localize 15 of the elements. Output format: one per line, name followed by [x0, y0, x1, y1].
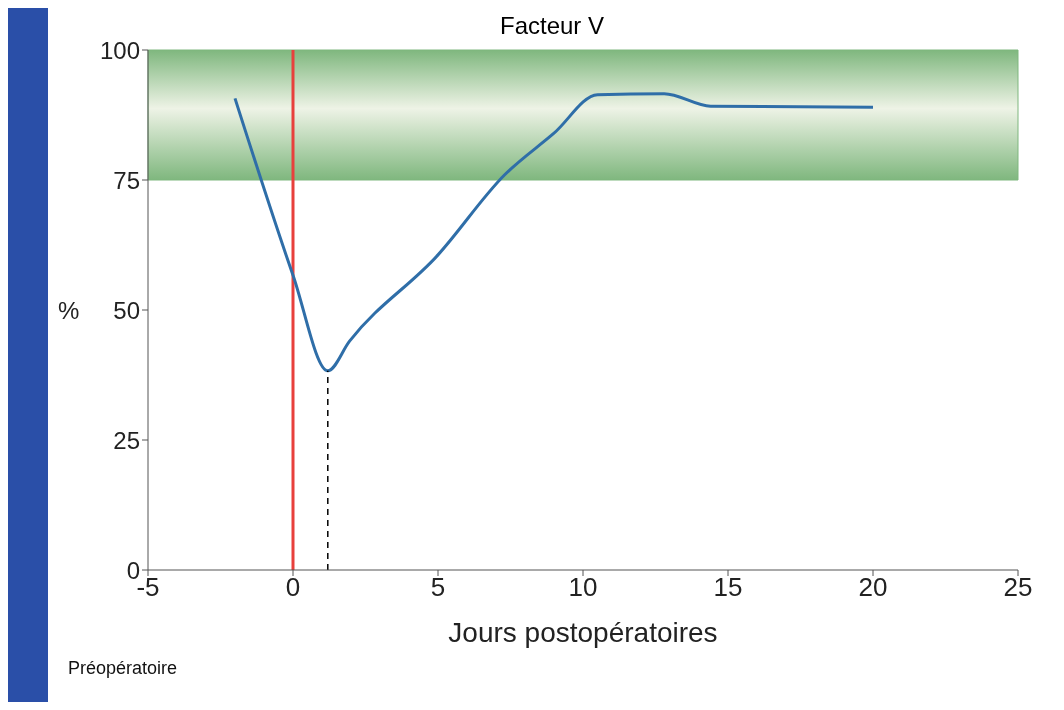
line-series — [233, 92, 875, 373]
y-axis-title: % — [58, 296, 80, 324]
x-tick-label: 25 — [1003, 572, 1033, 603]
y-tick-label: 25 — [113, 426, 140, 454]
x-tick-label: 5 — [430, 572, 446, 603]
x-tick-label: 20 — [858, 572, 888, 603]
y-tick-label: 100 — [99, 36, 140, 64]
y-tick-label: 75 — [113, 166, 140, 194]
x-tick-label: 10 — [568, 572, 598, 603]
y-tick-label: 50 — [113, 296, 140, 324]
x-tick-label: 15 — [713, 572, 743, 603]
x-axis-title: Jours postopératoires — [448, 617, 718, 648]
x-tick-label: 0 — [285, 572, 301, 603]
text: Préopératoire — [68, 658, 178, 679]
chart-title: Facteur V — [499, 12, 605, 39]
